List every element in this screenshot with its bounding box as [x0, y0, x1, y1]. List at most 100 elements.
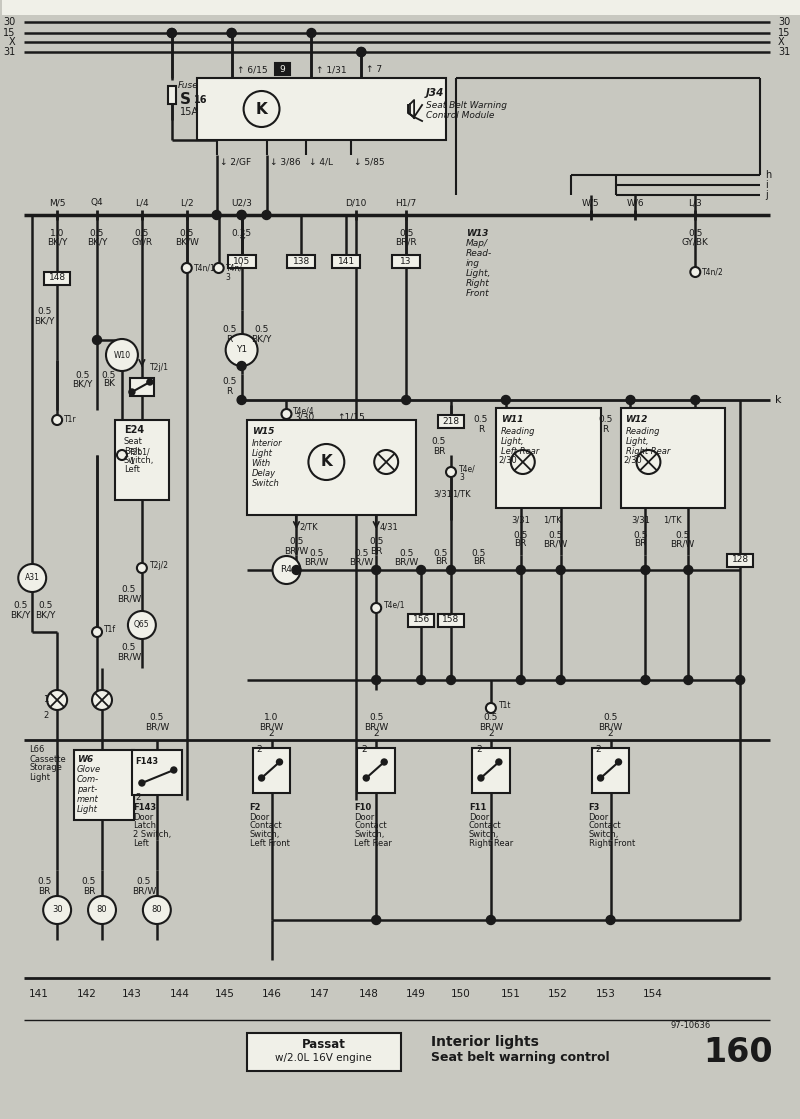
Text: 141: 141	[30, 989, 49, 999]
Bar	[130, 378, 154, 396]
Text: T1t: T1t	[499, 700, 511, 709]
Circle shape	[258, 775, 265, 781]
Text: BR/W: BR/W	[670, 539, 694, 548]
Circle shape	[214, 263, 224, 273]
Text: 3/30: 3/30	[294, 413, 314, 422]
Text: Map/: Map/	[466, 238, 488, 247]
Circle shape	[626, 395, 635, 404]
Text: 0.5: 0.5	[137, 877, 151, 886]
Text: A31: A31	[25, 574, 40, 583]
Text: 4/31: 4/31	[379, 523, 398, 532]
Text: 2: 2	[257, 745, 262, 754]
Text: D/10: D/10	[346, 198, 367, 207]
Text: 0.5: 0.5	[634, 530, 648, 539]
Text: BR/W: BR/W	[117, 652, 141, 661]
Text: 2: 2	[596, 745, 602, 754]
Text: 142: 142	[77, 989, 97, 999]
Text: Switch,: Switch,	[589, 830, 619, 839]
Circle shape	[417, 676, 426, 685]
Text: 0.5: 0.5	[134, 228, 149, 237]
Text: T2j/2: T2j/2	[150, 561, 169, 570]
Text: 30: 30	[778, 17, 790, 27]
Text: 0.5: 0.5	[399, 228, 414, 237]
Text: BR/W: BR/W	[543, 539, 568, 548]
Text: 16: 16	[194, 95, 207, 105]
Text: 2/TK: 2/TK	[299, 523, 318, 532]
Circle shape	[171, 767, 177, 773]
Text: 0.5: 0.5	[369, 714, 383, 723]
Text: 2: 2	[476, 745, 482, 754]
Bar	[253, 747, 290, 792]
Text: Passat: Passat	[302, 1038, 346, 1052]
Text: i: i	[765, 180, 768, 190]
Text: T2j/1: T2j/1	[150, 363, 169, 372]
Circle shape	[139, 780, 145, 786]
Circle shape	[486, 915, 495, 924]
Bar	[246, 420, 416, 515]
Text: BK/Y: BK/Y	[87, 237, 107, 246]
Circle shape	[511, 450, 534, 474]
Bar	[228, 254, 255, 267]
Circle shape	[226, 333, 258, 366]
Circle shape	[402, 395, 410, 404]
Text: W13: W13	[466, 228, 488, 237]
Text: 3/31: 3/31	[631, 516, 650, 525]
Text: J34: J34	[426, 88, 445, 98]
Text: 0.5: 0.5	[75, 370, 90, 379]
Text: 0.35: 0.35	[231, 228, 252, 237]
Circle shape	[282, 410, 291, 419]
Circle shape	[516, 565, 526, 574]
Circle shape	[227, 28, 236, 38]
Text: 153: 153	[596, 989, 615, 999]
Text: BR: BR	[435, 557, 447, 566]
Text: T1r: T1r	[64, 415, 77, 424]
Text: ↑1/15: ↑1/15	[338, 413, 365, 422]
Text: Right Rear: Right Rear	[626, 448, 670, 457]
Text: Reading: Reading	[501, 427, 535, 436]
Text: 156: 156	[413, 615, 430, 624]
Text: BR/W: BR/W	[394, 557, 418, 566]
Circle shape	[167, 28, 176, 38]
Text: 148: 148	[49, 273, 66, 282]
Text: BK/Y: BK/Y	[251, 335, 272, 344]
Bar	[438, 414, 464, 427]
Text: 0.5: 0.5	[150, 714, 164, 723]
Text: R: R	[602, 424, 609, 433]
Circle shape	[615, 759, 622, 765]
Text: Left Rear: Left Rear	[354, 839, 392, 848]
Text: Light,: Light,	[626, 438, 649, 446]
Text: 0.5: 0.5	[310, 548, 323, 557]
Text: 151: 151	[501, 989, 521, 999]
Circle shape	[478, 775, 484, 781]
Circle shape	[137, 563, 147, 573]
Circle shape	[237, 210, 246, 219]
Text: Interior lights: Interior lights	[431, 1035, 539, 1049]
Text: 2: 2	[362, 745, 367, 754]
Circle shape	[143, 896, 171, 924]
Text: K: K	[321, 454, 332, 470]
Text: part-: part-	[77, 786, 98, 794]
Text: Y1: Y1	[236, 346, 247, 355]
Circle shape	[147, 379, 153, 385]
Circle shape	[684, 676, 693, 685]
Circle shape	[182, 263, 192, 273]
Text: Fuse: Fuse	[178, 82, 198, 91]
Text: BR: BR	[83, 886, 95, 895]
Text: 148: 148	[359, 989, 379, 999]
Text: BK: BK	[103, 379, 115, 388]
Bar	[727, 554, 753, 566]
Circle shape	[167, 28, 176, 38]
Text: GY/BK: GY/BK	[682, 237, 709, 246]
Text: Y: Y	[239, 237, 244, 246]
Text: Door: Door	[589, 812, 609, 821]
Bar	[132, 750, 182, 794]
Circle shape	[128, 611, 156, 639]
Text: R: R	[226, 386, 233, 395]
Bar	[197, 78, 446, 140]
Text: Switch,: Switch,	[354, 830, 385, 839]
Bar	[2, 0, 800, 15]
Circle shape	[598, 775, 603, 781]
Text: 3/31: 3/31	[511, 516, 530, 525]
Circle shape	[52, 415, 62, 425]
Text: 144: 144	[170, 989, 190, 999]
